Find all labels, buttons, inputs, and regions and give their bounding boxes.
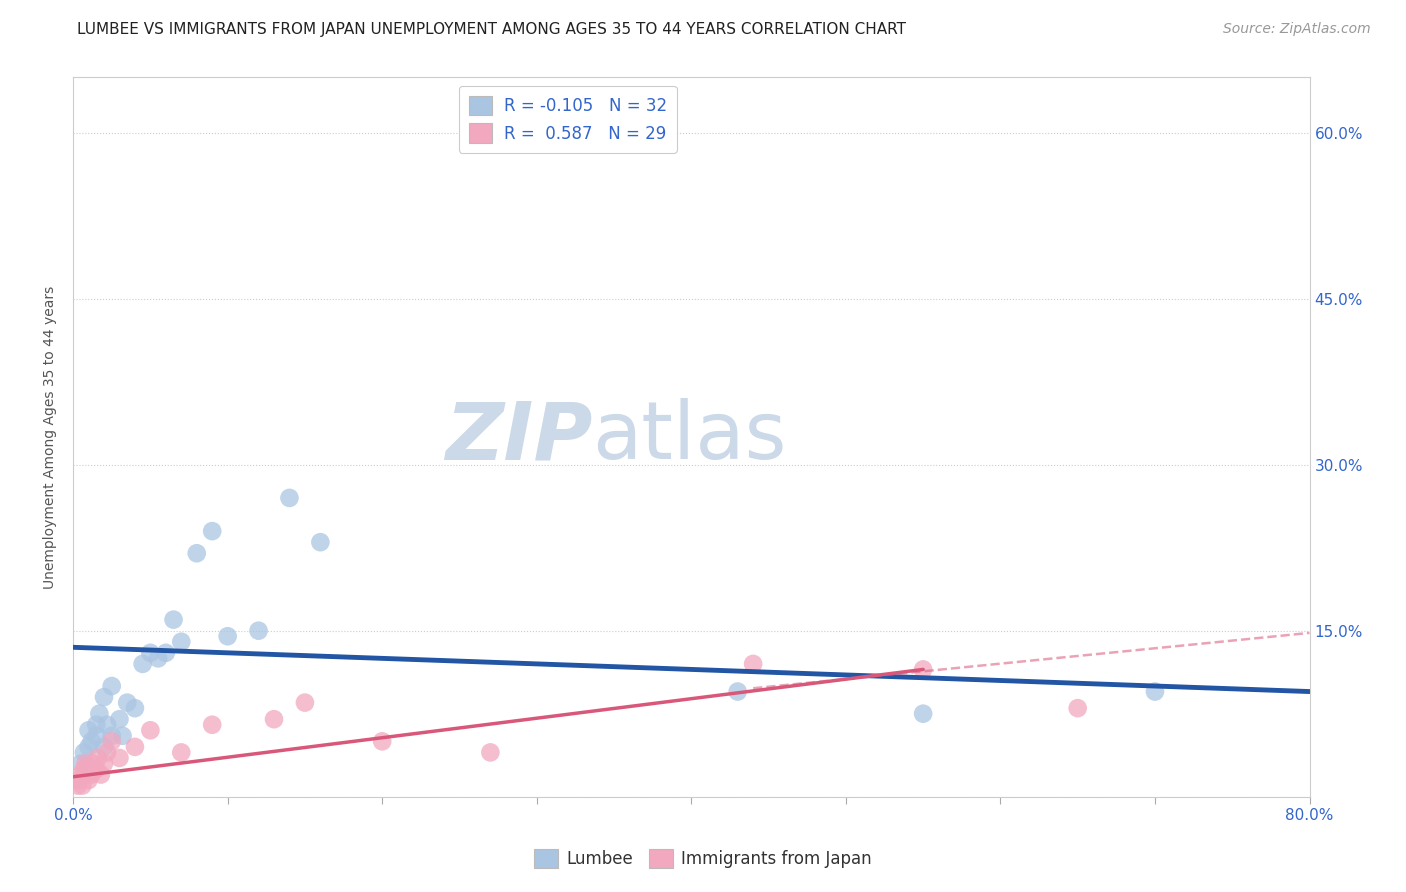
Point (87, 751, 110, 765)
Point (131, 657, 153, 671)
Point (75, 767, 97, 781)
Point (170, 746, 193, 760)
Point (139, 723, 162, 738)
Point (93, 756, 115, 771)
Point (80, 734, 103, 748)
Point (146, 651, 169, 665)
Point (371, 734, 394, 748)
Point (1066, 701, 1088, 715)
Point (742, 657, 765, 671)
Point (73, 746, 96, 760)
Point (479, 746, 502, 760)
Point (72, 779, 94, 793)
Point (309, 535, 332, 549)
Point (76, 762, 98, 776)
Point (115, 696, 138, 710)
Point (912, 706, 935, 721)
Y-axis label: Unemployment Among Ages 35 to 44 years: Unemployment Among Ages 35 to 44 years (44, 285, 58, 589)
Point (263, 712, 285, 726)
Point (93, 690, 115, 704)
Point (186, 546, 208, 560)
Point (139, 646, 162, 660)
Point (155, 646, 177, 660)
Point (69, 767, 91, 781)
Point (201, 524, 224, 538)
Point (100, 734, 122, 748)
Point (93, 739, 115, 754)
Text: ZIP: ZIP (446, 398, 592, 476)
Point (77, 739, 100, 754)
Point (727, 684, 749, 698)
Point (82, 756, 104, 771)
Point (77, 723, 100, 738)
Point (66, 779, 89, 793)
Point (108, 712, 131, 726)
Legend: R = -0.105   N = 32, R =  0.587   N = 29: R = -0.105 N = 32, R = 0.587 N = 29 (458, 86, 676, 153)
Point (77, 773, 100, 788)
Point (124, 739, 146, 754)
Point (69, 756, 91, 771)
Point (89, 706, 111, 721)
Point (84, 718, 107, 732)
Point (96, 746, 118, 760)
Point (96, 718, 118, 732)
Point (170, 634, 193, 648)
Text: Source: ZipAtlas.com: Source: ZipAtlas.com (1223, 22, 1371, 37)
Point (912, 662, 935, 676)
Legend: Lumbee, Immigrants from Japan: Lumbee, Immigrants from Japan (527, 842, 879, 875)
Point (73, 762, 96, 776)
Point (1143, 684, 1166, 698)
Point (217, 629, 239, 643)
Point (124, 701, 146, 715)
Point (201, 718, 224, 732)
Point (100, 729, 122, 743)
Point (108, 751, 131, 765)
Point (84, 729, 107, 743)
Point (90, 767, 112, 781)
Point (162, 613, 184, 627)
Text: LUMBEE VS IMMIGRANTS FROM JAPAN UNEMPLOYMENT AMONG AGES 35 TO 44 YEARS CORRELATI: LUMBEE VS IMMIGRANTS FROM JAPAN UNEMPLOY… (77, 22, 907, 37)
Point (75, 756, 97, 771)
Point (67, 773, 90, 788)
Point (247, 624, 270, 638)
Point (80, 767, 103, 781)
Text: atlas: atlas (592, 398, 787, 476)
Point (111, 729, 134, 743)
Point (100, 679, 122, 693)
Point (294, 696, 316, 710)
Point (278, 491, 301, 505)
Point (84, 762, 107, 776)
